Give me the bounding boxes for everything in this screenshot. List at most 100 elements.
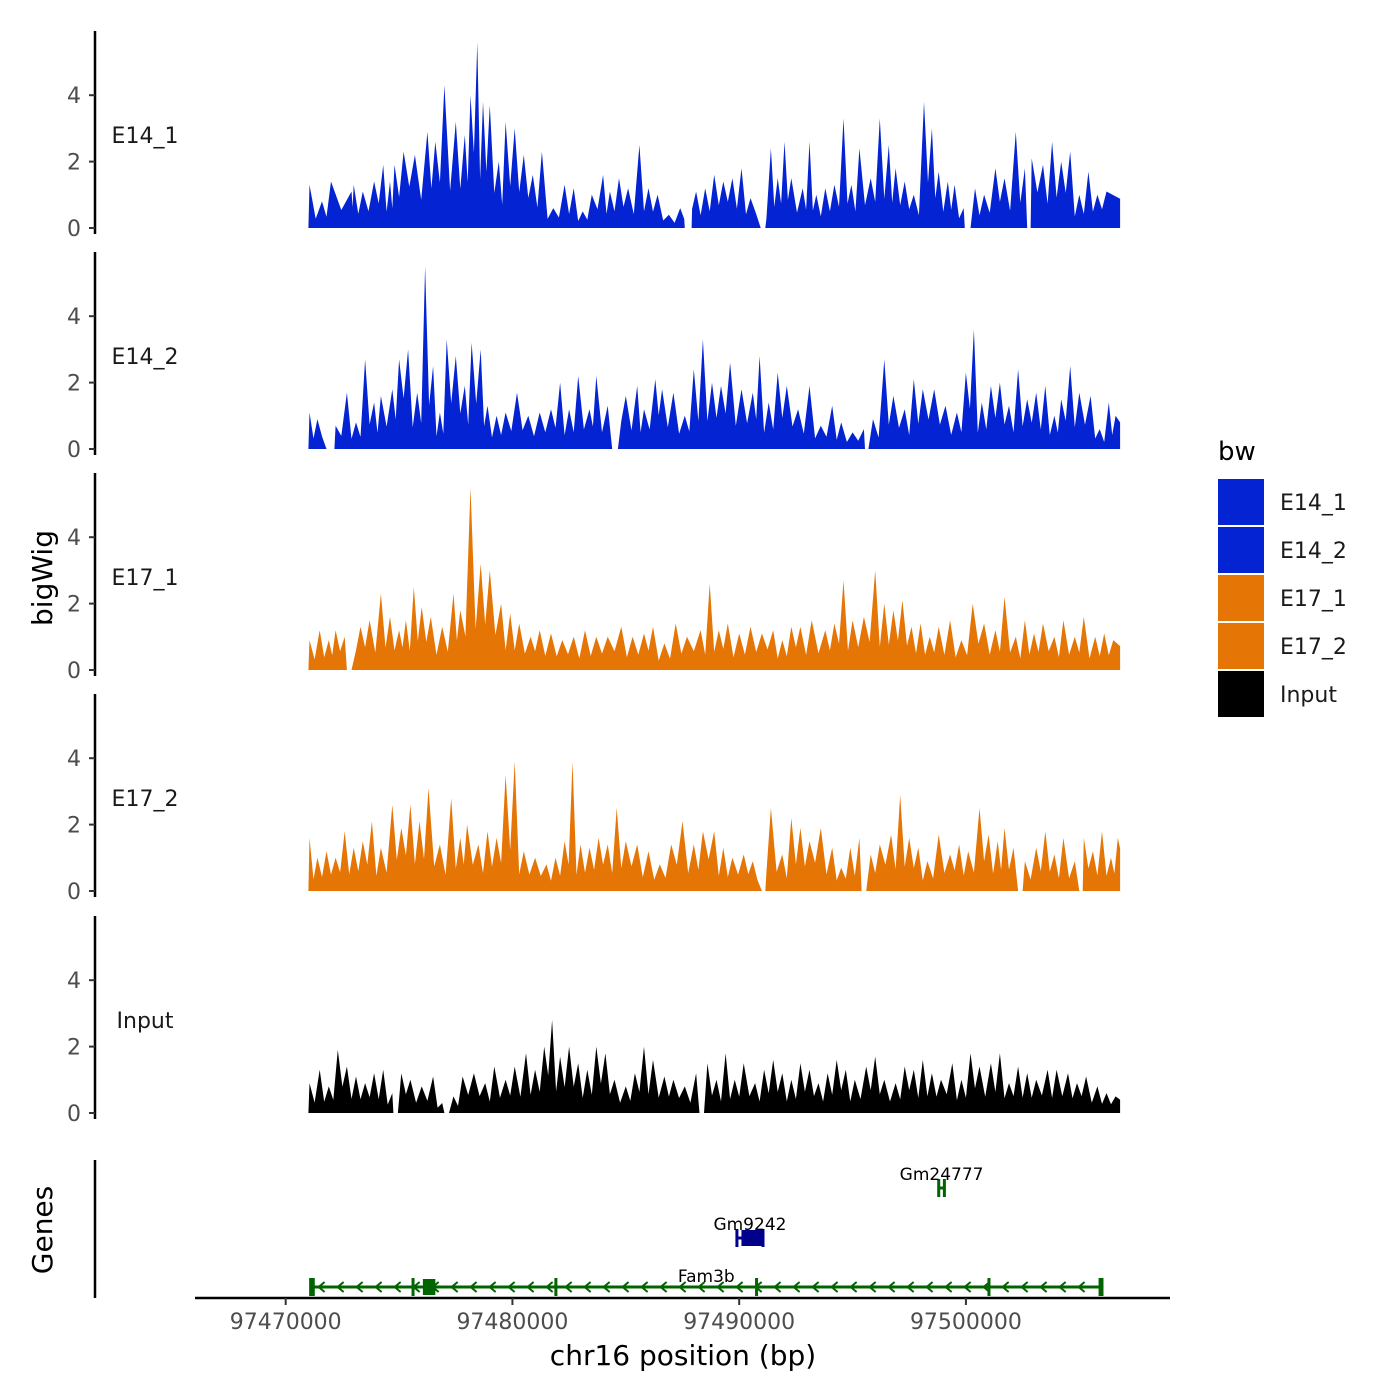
genes-axis-title: Genes bbox=[26, 1186, 59, 1274]
strand-arrow bbox=[716, 1281, 725, 1293]
y-tick-label: 2 bbox=[67, 814, 81, 839]
legend-label: E17_2 bbox=[1280, 635, 1347, 660]
strand-arrow bbox=[830, 1281, 839, 1293]
strand-arrow bbox=[963, 1281, 972, 1293]
track-label: E17_1 bbox=[112, 566, 179, 591]
track-E17_2: 0 2 4 E17_2 bbox=[67, 694, 1121, 905]
x-tick-label: 97470000 bbox=[230, 1310, 342, 1335]
track-E17_1: 0 2 4 E17_1 bbox=[67, 473, 1121, 684]
strand-arrow bbox=[469, 1281, 478, 1293]
strand-arrow bbox=[1039, 1281, 1048, 1293]
gene-label: Fam3b bbox=[678, 1267, 735, 1287]
legend-key-E14_2 bbox=[1218, 527, 1264, 573]
legend-key-E14_1 bbox=[1218, 479, 1264, 525]
signal-area-E17_1 bbox=[308, 487, 1121, 670]
track-label: Input bbox=[117, 1009, 174, 1034]
gene-label: Gm24777 bbox=[900, 1165, 984, 1185]
strand-arrow bbox=[374, 1281, 383, 1293]
exon bbox=[1098, 1278, 1102, 1296]
signal-area-E17_2 bbox=[308, 761, 1121, 891]
legend-label: E17_1 bbox=[1280, 587, 1347, 612]
strand-arrow bbox=[355, 1281, 364, 1293]
y-tick-label: 0 bbox=[67, 438, 81, 463]
strand-arrow bbox=[507, 1281, 516, 1293]
y-axis-title: bigWig bbox=[26, 530, 59, 626]
x-tick-label: 97490000 bbox=[683, 1310, 795, 1335]
y-tick-label: 2 bbox=[67, 372, 81, 397]
strand-arrow bbox=[1020, 1281, 1029, 1293]
track-label: E14_2 bbox=[112, 345, 179, 370]
strand-arrow bbox=[944, 1281, 953, 1293]
y-tick-label: 0 bbox=[67, 880, 81, 905]
y-tick-label: 4 bbox=[67, 969, 81, 994]
exon bbox=[422, 1279, 436, 1295]
y-tick-label: 4 bbox=[67, 526, 81, 551]
strand-arrow bbox=[697, 1281, 706, 1293]
x-axis-title: chr16 position (bp) bbox=[550, 1339, 816, 1372]
track-E14_2: 0 2 4 E14_2 bbox=[67, 252, 1121, 463]
genes-panel: Fam3b Gm9242 Gm24777 bbox=[93, 1160, 1104, 1298]
strand-arrow bbox=[678, 1281, 687, 1293]
strand-arrow bbox=[925, 1281, 934, 1293]
track-Input: 0 2 4 Input bbox=[67, 916, 1121, 1127]
legend-key-E17_2 bbox=[1218, 623, 1264, 669]
strand-arrow bbox=[602, 1281, 611, 1293]
strand-arrow bbox=[488, 1281, 497, 1293]
y-tick-label: 4 bbox=[67, 84, 81, 109]
legend-label: Input bbox=[1280, 683, 1337, 708]
strand-arrow bbox=[640, 1281, 649, 1293]
strand-arrow bbox=[1001, 1281, 1010, 1293]
x-tick-label: 97500000 bbox=[910, 1310, 1022, 1335]
gene-Gm9242: Gm9242 bbox=[713, 1215, 786, 1247]
exon bbox=[411, 1278, 415, 1296]
legend-label: E14_2 bbox=[1280, 539, 1347, 564]
exon bbox=[741, 1230, 763, 1246]
y-tick-label: 4 bbox=[67, 305, 81, 330]
legend: bw E14_1 E14_2 E17_1 E17_2 Input bbox=[1218, 437, 1347, 717]
strand-arrow bbox=[868, 1281, 877, 1293]
y-tick-label: 2 bbox=[67, 151, 81, 176]
exon bbox=[987, 1278, 991, 1296]
legend-label: E14_1 bbox=[1280, 491, 1347, 516]
strand-arrow bbox=[317, 1281, 326, 1293]
y-tick-label: 2 bbox=[67, 593, 81, 618]
strand-arrow bbox=[450, 1281, 459, 1293]
y-tick-label: 0 bbox=[67, 217, 81, 242]
strand-arrow bbox=[621, 1281, 630, 1293]
strand-arrow bbox=[906, 1281, 915, 1293]
signal-area-E14_2 bbox=[308, 266, 1121, 449]
strand-arrow bbox=[811, 1281, 820, 1293]
exon bbox=[755, 1278, 759, 1296]
gene-Gm24777: Gm24777 bbox=[900, 1165, 984, 1197]
strand-arrow bbox=[1058, 1281, 1067, 1293]
signal-area-Input bbox=[308, 1020, 1121, 1113]
strand-arrow bbox=[659, 1281, 668, 1293]
strand-arrow bbox=[583, 1281, 592, 1293]
track-label: E17_2 bbox=[112, 787, 179, 812]
legend-title: bw bbox=[1218, 437, 1256, 467]
track-label: E14_1 bbox=[112, 124, 179, 149]
strand-arrow bbox=[545, 1281, 554, 1293]
gene-Fam3b: Fam3b bbox=[309, 1267, 1104, 1296]
legend-key-Input bbox=[1218, 671, 1264, 717]
strand-arrow bbox=[773, 1281, 782, 1293]
track-E14_1: 0 2 4 E14_1 bbox=[67, 31, 1121, 242]
y-tick-label: 0 bbox=[67, 1102, 81, 1127]
x-tick-label: 97480000 bbox=[456, 1310, 568, 1335]
strand-arrow bbox=[1077, 1281, 1086, 1293]
exon bbox=[311, 1278, 315, 1296]
legend-key-E17_1 bbox=[1218, 575, 1264, 621]
y-tick-label: 4 bbox=[67, 747, 81, 772]
strand-arrow bbox=[526, 1281, 535, 1293]
exon bbox=[554, 1278, 558, 1296]
strand-arrow bbox=[735, 1281, 744, 1293]
gene-label: Gm9242 bbox=[713, 1215, 786, 1235]
y-tick-label: 0 bbox=[67, 659, 81, 684]
y-tick-label: 2 bbox=[67, 1036, 81, 1061]
x-axis: 97470000 97480000 97490000 97500000 bbox=[195, 1296, 1170, 1335]
strand-arrow bbox=[792, 1281, 801, 1293]
signal-tracks: 0 2 4 E14_1 0 2 4 E14_2 0 2 4 E17_1 0 2 4 E17_2 0 2 4 Input bbox=[67, 31, 1121, 1127]
signal-area-E14_1 bbox=[308, 42, 1121, 228]
strand-arrow bbox=[887, 1281, 896, 1293]
